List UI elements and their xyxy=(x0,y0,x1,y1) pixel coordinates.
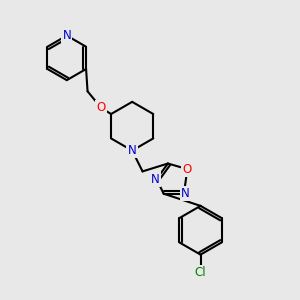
Text: O: O xyxy=(96,101,106,114)
Text: N: N xyxy=(128,144,136,157)
Text: N: N xyxy=(151,172,159,186)
Text: O: O xyxy=(183,163,192,176)
Text: Cl: Cl xyxy=(195,266,206,279)
Text: N: N xyxy=(62,29,71,42)
Text: N: N xyxy=(181,187,190,200)
